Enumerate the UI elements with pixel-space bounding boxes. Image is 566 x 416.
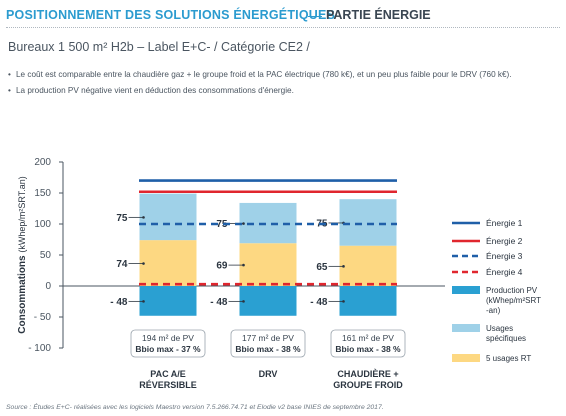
- legend-label: Énergie 4: [486, 267, 523, 277]
- data-label: - 48: [210, 297, 228, 308]
- data-label: 75: [116, 213, 128, 224]
- legend-label: (kWhep/m²SRT: [486, 296, 541, 305]
- bar-production-pv: [139, 286, 197, 316]
- y-tick-label: 50: [40, 250, 52, 261]
- data-label-dot: [142, 216, 145, 219]
- data-label-dot: [142, 262, 145, 265]
- y-tick-label: 200: [34, 157, 51, 168]
- pv-annotation-area: 177 m² de PV: [242, 333, 294, 343]
- data-label-dot: [142, 300, 145, 303]
- data-label: 75: [216, 219, 228, 230]
- bar-production-pv: [339, 286, 397, 316]
- pv-annotation-box: [230, 329, 306, 358]
- legend-label: Usages: [486, 324, 513, 333]
- page-title: POSITIONNEMENT DES SOLUTIONS ÉNERGÉTIQUE…: [6, 8, 336, 22]
- bar-usages-rt: [339, 245, 397, 286]
- y-axis-label: Consommations (kWhep/m²SRT.an): [17, 176, 28, 333]
- pv-annotation-bbio: Bbio max - 38 %: [235, 344, 301, 354]
- title-separator: [308, 16, 322, 17]
- y-tick-label: - 100: [28, 343, 51, 354]
- category-label: GROUPE FROID: [333, 380, 403, 390]
- data-label: 69: [216, 261, 228, 272]
- legend-label: 5 usages RT: [486, 354, 531, 363]
- pv-annotation-box: [130, 329, 206, 358]
- legend-label: Énergie 3: [486, 251, 523, 261]
- data-label: 74: [116, 259, 128, 270]
- header-divider: [6, 27, 560, 28]
- data-label-dot: [342, 265, 345, 268]
- y-tick-label: - 50: [34, 312, 52, 323]
- bar-usages-rt: [239, 243, 297, 286]
- data-label-dot: [242, 263, 245, 267]
- bullet-item: La production PV négative vient en déduc…: [8, 86, 558, 97]
- category-label: CHAUDIÈRE +: [337, 369, 398, 379]
- data-label: - 48: [110, 297, 128, 308]
- source-note: Source : Études E+C- réalisées avec les …: [6, 404, 384, 411]
- data-label: - 48: [310, 297, 328, 308]
- bar-production-pv: [239, 286, 297, 316]
- bullet-item: Le coût est comparable entre la chaudièr…: [8, 70, 558, 81]
- bar-usages-specifiques: [339, 199, 397, 246]
- category-label: RÉVERSIBLE: [139, 380, 197, 390]
- data-label-dot: [242, 222, 245, 225]
- category-label: PAC A/E: [150, 369, 186, 379]
- page-title-part: PARTIE ÉNERGIE: [326, 8, 431, 22]
- bullet-list: Le coût est comparable entre la chaudièr…: [8, 70, 558, 101]
- pv-annotation-bbio: Bbio max - 38 %: [335, 344, 401, 354]
- legend-label: -an): [486, 306, 501, 315]
- bar-usages-specifiques: [139, 193, 197, 241]
- category-label: DRV: [259, 369, 278, 379]
- legend-box-swatch: [452, 286, 480, 294]
- page-subtitle: Bureaux 1 500 m² H2b – Label E+C- / Caté…: [8, 40, 310, 54]
- pv-annotation-bbio: Bbio max - 37 %: [135, 344, 201, 354]
- legend-box-swatch: [452, 354, 480, 362]
- legend-label: Énergie 2: [486, 236, 523, 246]
- bar-usages-rt: [139, 240, 197, 286]
- pv-annotation-box: [330, 329, 406, 358]
- legend-label: spécifiques: [486, 334, 526, 343]
- data-label-dot: [342, 300, 345, 303]
- legend-label: Production PV: [486, 286, 538, 295]
- pv-annotation-area: 161 m² de PV: [342, 333, 394, 343]
- pv-annotation-area: 194 m² de PV: [142, 333, 194, 343]
- legend-label: Énergie 1: [486, 218, 523, 228]
- data-label: 65: [316, 262, 328, 273]
- legend-box-swatch: [452, 324, 480, 332]
- header: POSITIONNEMENT DES SOLUTIONS ÉNERGÉTIQUE…: [6, 8, 560, 30]
- data-label-dot: [242, 300, 245, 303]
- y-tick-label: 150: [34, 188, 51, 199]
- y-tick-label: 100: [34, 219, 51, 230]
- y-tick-label: 0: [45, 281, 51, 292]
